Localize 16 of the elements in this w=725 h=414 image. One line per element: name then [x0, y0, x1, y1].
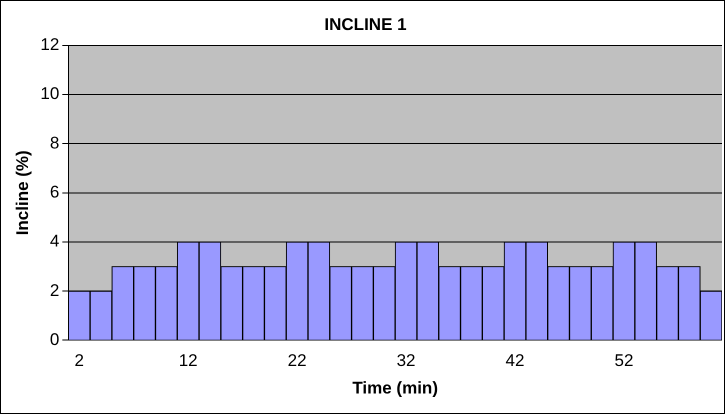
y-tick-label: 12 [40, 35, 60, 54]
y-tick-label: 10 [40, 84, 60, 104]
y-tick-label: 2 [50, 280, 60, 300]
y-tick-label: 6 [50, 182, 60, 202]
y-tick-label: 8 [50, 133, 60, 152]
x-tick-label: 22 [288, 351, 307, 370]
x-tick-label: 32 [396, 351, 416, 370]
x-axis-title: Time (min) [352, 378, 438, 398]
y-axis-title: Incline (%) [12, 150, 32, 236]
x-tick-label: 52 [614, 351, 634, 370]
x-tick-label: 42 [506, 351, 524, 370]
x-tick-label: 12 [178, 351, 198, 370]
x-tick-label: 2 [74, 351, 84, 370]
chart-title: INCLINE 1 [324, 14, 407, 34]
y-tick-label: 0 [50, 330, 60, 349]
y-tick-label: 4 [50, 232, 60, 251]
